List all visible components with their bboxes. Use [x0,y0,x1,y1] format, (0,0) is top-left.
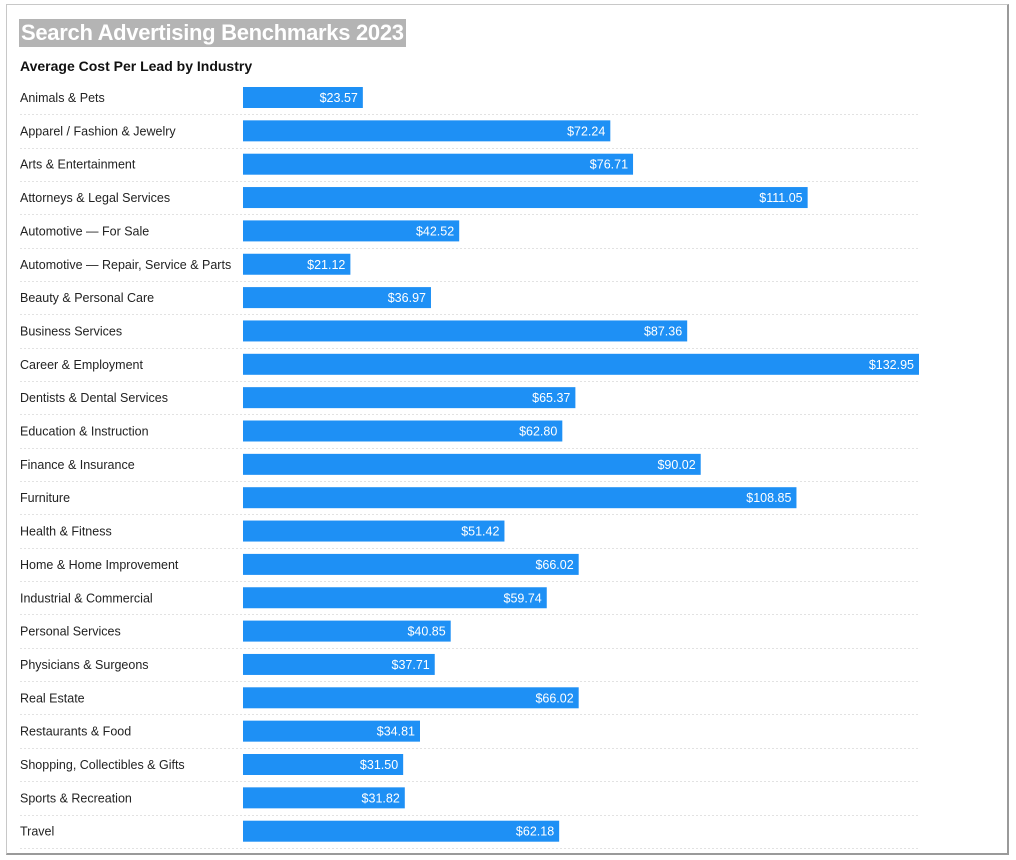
category-label: Travel [20,825,54,839]
category-label: Attorneys & Legal Services [20,191,170,205]
bar [243,553,579,575]
category-label: Industrial & Commercial [20,591,153,605]
bar [243,220,460,242]
category-label: Furniture [20,491,70,505]
category-label: Automotive — Repair, Service & Parts [20,258,231,272]
category-label: Real Estate [20,691,85,705]
bar [243,320,688,342]
category-label: Home & Home Improvement [20,558,179,572]
value-label: $108.85 [746,491,791,505]
bar [243,787,405,809]
value-label: $66.02 [535,558,573,572]
bar [243,754,404,775]
bar [243,820,560,842]
category-label: Arts & Entertainment [20,158,136,172]
category-label: Restaurants & Food [20,725,131,739]
bar [243,420,563,442]
value-label: $76.71 [590,158,628,172]
bar [243,353,919,375]
bar [243,520,505,542]
category-label: Education & Instruction [20,425,149,439]
chart-title: Average Cost Per Lead by Industry [20,58,253,74]
category-label: Animals & Pets [20,91,105,105]
bar [243,487,797,509]
category-label: Sports & Recreation [20,791,132,805]
value-label: $111.05 [759,191,802,205]
category-label: Physicians & Surgeons [20,658,149,672]
bar [243,620,451,642]
category-label: Health & Fitness [20,525,112,539]
bar [243,253,351,275]
bar [243,653,435,675]
value-label: $66.02 [535,691,573,705]
bar [243,687,579,709]
bar [243,720,420,742]
category-label: Business Services [20,324,122,338]
category-label: Dentists & Dental Services [20,391,168,405]
value-label: $87.36 [644,324,682,338]
value-label: $23.57 [320,91,358,105]
bar [243,587,547,609]
value-label: $34.81 [377,725,415,739]
value-label: $36.97 [388,291,426,305]
bar [243,87,363,108]
category-label: Apparel / Fashion & Jewelry [20,124,176,138]
value-label: $42.52 [416,224,454,238]
category-label: Career & Employment [20,358,143,372]
value-label: $37.71 [392,658,430,672]
value-label: $62.80 [519,425,557,439]
value-label: $40.85 [407,625,445,639]
value-label: $62.18 [516,825,554,839]
value-label: $90.02 [657,458,695,472]
value-label: $31.82 [362,791,400,805]
bar [243,387,576,409]
value-label: $65.37 [532,391,570,405]
category-label: Shopping, Collectibles & Gifts [20,758,185,772]
category-label: Finance & Insurance [20,458,135,472]
category-label: Beauty & Personal Care [20,291,154,305]
bar [243,453,701,475]
bar [243,120,611,142]
bar [243,187,808,209]
value-label: $51.42 [461,525,499,539]
bar [243,153,634,175]
category-label: Personal Services [20,625,121,639]
bar [243,287,431,309]
category-label: Automotive — For Sale [20,224,149,238]
value-label: $132.95 [869,358,914,372]
value-label: $59.74 [504,591,542,605]
value-label: $21.12 [307,258,345,272]
value-label: $72.24 [567,124,605,138]
page-title: Search Advertising Benchmarks 2023 [19,19,406,47]
value-label: $31.50 [360,758,398,772]
